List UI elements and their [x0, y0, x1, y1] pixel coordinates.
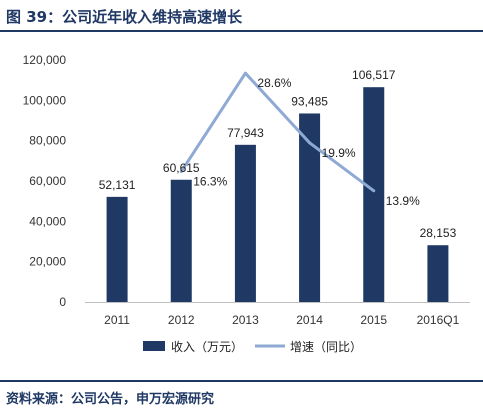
figure-title: 图 39：公司近年收入维持高速增长	[6, 8, 243, 26]
growth-value-label: 28.6%	[257, 76, 291, 90]
title-divider	[0, 30, 483, 32]
bar-value-label: 60,615	[163, 161, 200, 175]
bar	[170, 179, 192, 302]
y-tick-label: 120,000	[23, 53, 67, 67]
x-tick-label: 2012	[168, 313, 195, 327]
y-tick-label: 80,000	[29, 134, 66, 148]
bar-value-label: 52,131	[99, 178, 136, 192]
figure-header: 图 39：公司近年收入维持高速增长	[0, 0, 483, 34]
y-tick-label: 0	[59, 295, 66, 309]
chart-axes: 0 20,000 40,000 60,000 80,000 100,000 120,000 2…	[23, 53, 470, 327]
y-tick-label: 40,000	[29, 214, 66, 228]
growth-value-label: 13.9%	[386, 194, 420, 208]
bar	[363, 87, 385, 302]
growth-value-label: 19.9%	[322, 146, 356, 160]
growth-line	[179, 71, 375, 193]
legend-bar-swatch	[143, 341, 165, 351]
bar	[427, 245, 449, 302]
legend-line-label: 增速（同比）	[290, 340, 362, 354]
growth-point	[308, 141, 312, 145]
growth-point	[243, 71, 247, 75]
x-tick-label: 2015	[360, 313, 387, 327]
bar-series	[106, 87, 449, 302]
y-tick-label: 100,000	[23, 93, 67, 107]
growth-point	[372, 189, 376, 193]
x-tick-label: 2014	[296, 313, 323, 327]
bar	[299, 113, 321, 302]
bar-value-label: 28,153	[420, 226, 457, 240]
x-tick-label: 2016Q1	[417, 313, 460, 327]
x-tick-label: 2011	[104, 313, 130, 327]
growth-line-series	[179, 71, 376, 193]
chart-legend: 收入（万元） 增速（同比）	[143, 340, 362, 354]
data-labels: 52,131 60,615 77,943 93,485 106,517 28,153 16.…	[99, 68, 457, 240]
bar-value-label: 93,485	[291, 94, 328, 108]
y-tick-label: 60,000	[29, 174, 66, 188]
growth-point	[179, 170, 183, 174]
legend-bar-label: 收入（万元）	[171, 340, 243, 354]
revenue-chart: 0 20,000 40,000 60,000 80,000 100,000 120,000 2…	[23, 53, 470, 354]
bar	[106, 196, 128, 302]
bar	[234, 144, 256, 302]
bar-value-label: 106,517	[352, 68, 396, 82]
bar-value-label: 77,943	[227, 126, 264, 140]
growth-value-label: 16.3%	[193, 175, 227, 189]
source-note: 资料来源：公司公告，申万宏源研究	[6, 392, 215, 407]
y-tick-label: 20,000	[29, 255, 66, 269]
x-tick-label: 2013	[232, 313, 259, 327]
source-divider	[0, 380, 483, 382]
